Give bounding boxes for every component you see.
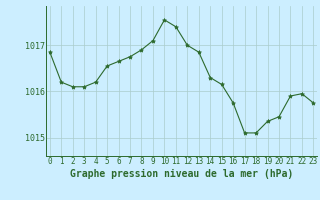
X-axis label: Graphe pression niveau de la mer (hPa): Graphe pression niveau de la mer (hPa): [70, 169, 293, 179]
